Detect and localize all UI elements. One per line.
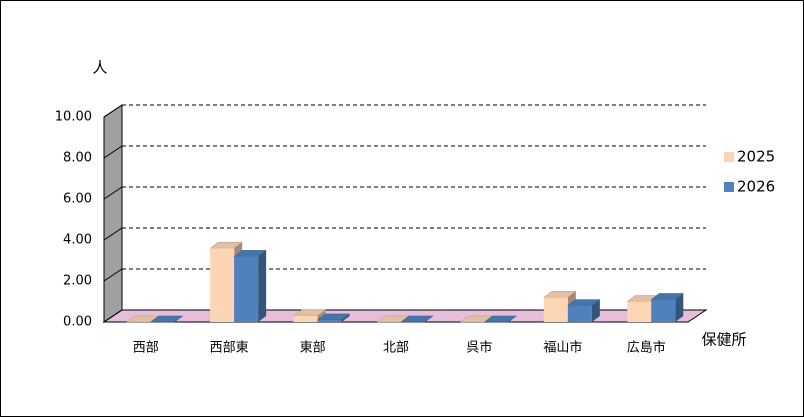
tick-mark: [103, 268, 123, 282]
y-tick-label: 10.00: [55, 110, 92, 125]
y-tick-label: 4.00: [63, 233, 92, 248]
y-tick-label: 2.00: [63, 274, 92, 289]
x-tick-label: 西部: [133, 341, 159, 356]
y-tick-label: 0.00: [63, 315, 92, 330]
y-axis-label: 人: [92, 59, 107, 77]
x-tick-label: 福山市: [543, 340, 582, 356]
bar: [210, 248, 235, 322]
x-axis-label: 保健所: [701, 331, 746, 349]
bar-side: [591, 299, 600, 322]
legend-swatch: [724, 182, 734, 192]
bar: [567, 305, 592, 322]
x-tick-label: 呉市: [466, 340, 492, 356]
bar: [293, 315, 318, 322]
x-tick-label: 北部: [383, 341, 409, 356]
bar: [651, 299, 676, 322]
legend-label: 2026: [737, 178, 775, 196]
bar-side: [258, 250, 267, 322]
bar-side: [675, 293, 684, 322]
bar: [627, 301, 652, 322]
bar: [234, 256, 259, 322]
y-tick-label: 6.00: [63, 192, 92, 207]
side-wall: [103, 104, 123, 323]
x-tick-label: 東部: [300, 340, 326, 356]
tick-mark: [103, 227, 123, 241]
tick-mark: [103, 145, 123, 159]
x-tick-label: 西部東: [210, 340, 249, 356]
bar-side: [341, 313, 350, 322]
legend-swatch: [724, 152, 734, 162]
x-tick-label: 広島市: [627, 340, 666, 356]
y-tick-label: 8.00: [63, 151, 92, 166]
tick-mark: [103, 104, 123, 118]
tick-mark: [103, 186, 123, 200]
tick-mark: [103, 309, 123, 323]
bar: [317, 319, 342, 322]
bar: [543, 297, 568, 322]
legend-label: 2025: [737, 148, 775, 166]
